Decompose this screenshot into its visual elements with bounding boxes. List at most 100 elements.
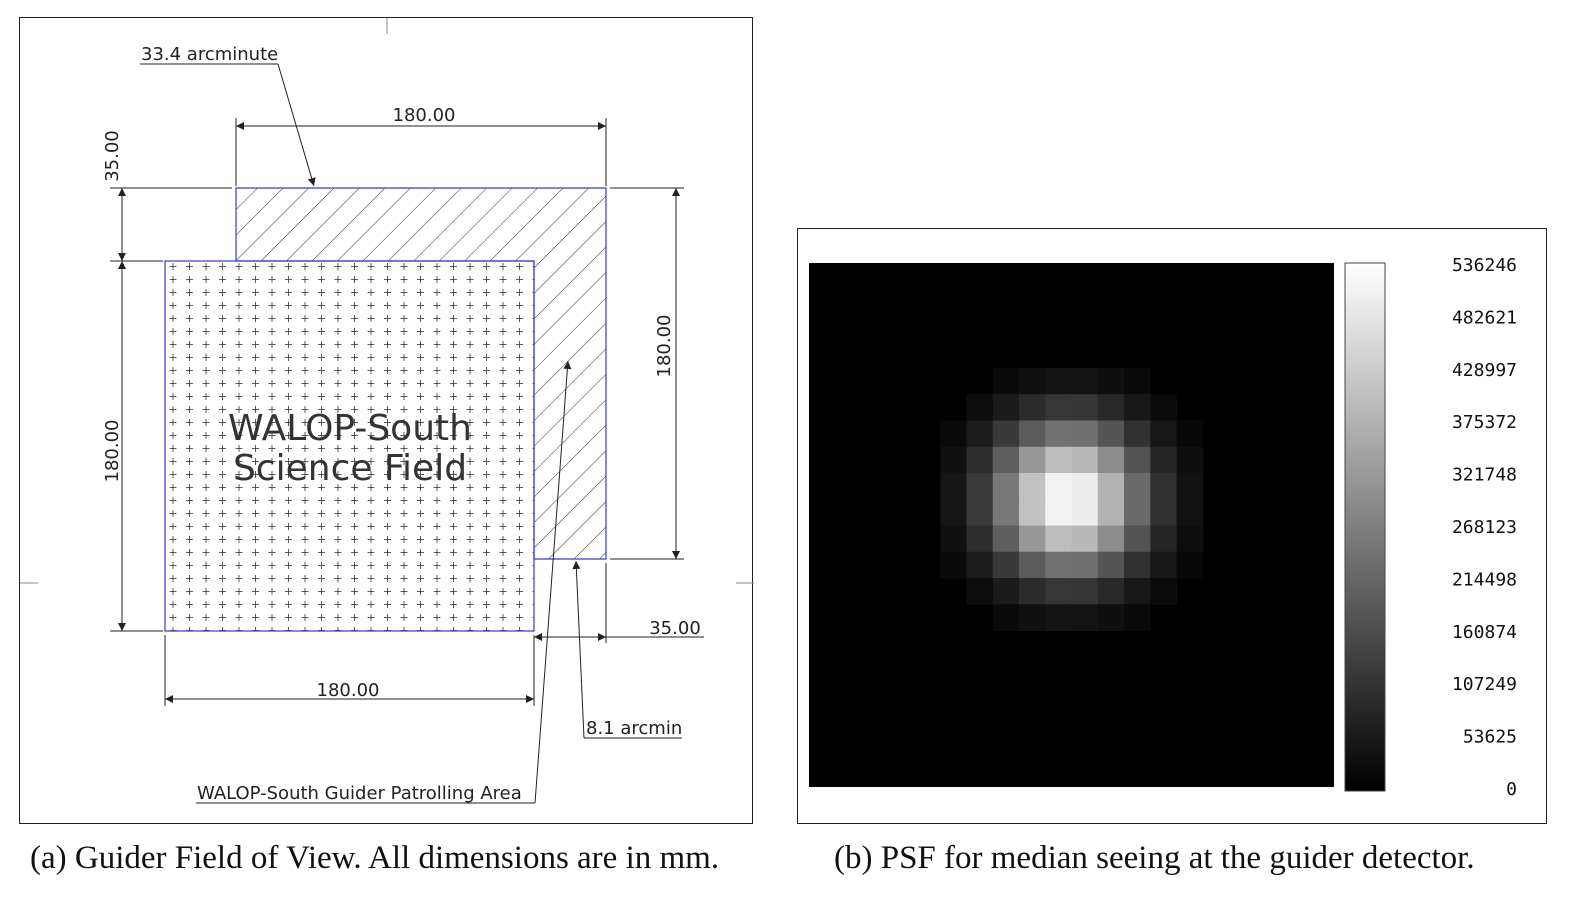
- psf-pixel: [1045, 446, 1072, 474]
- colorbar-ticks: 536246 482621 428997 375372 321748 268123 2144…: [1452, 255, 1517, 800]
- psf-pixel: [1071, 578, 1099, 605]
- colorbar: [1344, 262, 1386, 792]
- psf-pixel: [1045, 604, 1072, 631]
- psf-pixel: [1097, 394, 1125, 421]
- colorbar-tick-label: 428997: [1452, 360, 1517, 381]
- psf-pixel: [1097, 551, 1125, 579]
- psf-pixel: [1097, 368, 1125, 395]
- psf-pixel: [1071, 473, 1099, 500]
- psf-pixel: [1097, 420, 1125, 448]
- science-field-subtitle: Science Field: [233, 448, 467, 489]
- psf-pixel: [992, 368, 1020, 395]
- psf-pixel: [1176, 551, 1204, 579]
- psf-pixel: [1097, 525, 1125, 553]
- psf-pixel: [1150, 551, 1177, 579]
- psf-pixel: [1097, 446, 1125, 474]
- psf-pixel: [1045, 420, 1072, 448]
- psf-pixel: [966, 473, 994, 500]
- psf-pixel: [966, 525, 994, 553]
- guider-fov-drawing: WALOP-South Science Field 180.00 35.00 1…: [20, 18, 754, 804]
- psf-pixel: [1176, 499, 1204, 526]
- psf-pixel: [1019, 499, 1046, 526]
- psf-pixel: [1071, 394, 1099, 421]
- psf-pixel: [1071, 525, 1099, 553]
- psf-pixel: [1019, 446, 1046, 474]
- psf-pixel: [1150, 446, 1177, 474]
- psf-pixel: [1176, 446, 1204, 474]
- psf-pixel: [1150, 420, 1177, 448]
- psf-pixel: [1071, 420, 1099, 448]
- psf-figure: 536246 482621 428997 375372 321748 268123 2144…: [809, 255, 1517, 800]
- psf-pixel: [992, 604, 1020, 631]
- psf-pixel: [992, 578, 1020, 605]
- psf-pixel: [1019, 525, 1046, 553]
- psf-pixel: [1071, 499, 1099, 526]
- psf-pixels: [940, 368, 1204, 631]
- psf-pixel: [1019, 604, 1046, 631]
- colorbar-tick-label: 160874: [1452, 622, 1517, 643]
- colorbar-tick-label: 53625: [1463, 727, 1517, 748]
- psf-pixel: [1150, 578, 1177, 605]
- psf-pixel: [1150, 525, 1177, 553]
- psf-pixel: [992, 551, 1020, 579]
- dim-left-height: 180.00: [102, 420, 123, 483]
- psf-pixel: [966, 578, 994, 605]
- psf-pixel: [1097, 578, 1125, 605]
- psf-pixel: [1097, 499, 1125, 526]
- psf-pixel: [1124, 578, 1151, 605]
- psf-pixel: [1150, 499, 1177, 526]
- psf-pixel: [940, 473, 967, 500]
- psf-pixel: [1071, 604, 1099, 631]
- psf-pixel: [1124, 368, 1151, 395]
- caption-b: (b) PSF for median seeing at the guider …: [834, 840, 1475, 876]
- dim-right-height: 180.00: [654, 315, 675, 378]
- science-field: [164, 260, 535, 632]
- psf-pixel: [940, 551, 967, 579]
- psf-pixel: [1097, 473, 1125, 500]
- psf-pixel: [1045, 499, 1072, 526]
- psf-pixel: [940, 420, 967, 448]
- colorbar-tick-label: 107249: [1452, 674, 1517, 695]
- label-arcminute: 33.4 arcminute: [141, 44, 278, 65]
- psf-pixel: [1176, 420, 1204, 448]
- dim-top-height: 35.00: [102, 130, 123, 182]
- psf-pixel: [1071, 368, 1099, 395]
- psf-pixel: [1124, 473, 1151, 500]
- psf-pixel: [966, 446, 994, 474]
- psf-pixel: [1176, 525, 1204, 553]
- psf-pixel: [1019, 473, 1046, 500]
- psf-pixel: [1124, 499, 1151, 526]
- psf-pixel: [1150, 473, 1177, 500]
- psf-pixel: [1097, 604, 1125, 631]
- caption-a: (a) Guider Field of View. All dimensions…: [30, 840, 720, 876]
- psf-pixel: [1019, 368, 1046, 395]
- psf-pixel: [1019, 420, 1046, 448]
- psf-pixel: [1124, 446, 1151, 474]
- psf-pixel: [1124, 394, 1151, 421]
- psf-pixel: [1045, 394, 1072, 421]
- psf-pixel: [992, 473, 1020, 500]
- psf-pixel: [1124, 551, 1151, 579]
- colorbar-tick-label: 536246: [1452, 255, 1517, 276]
- psf-pixel: [992, 394, 1020, 421]
- label-arcmin: 8.1 arcmin: [586, 718, 682, 739]
- psf-pixel: [1019, 578, 1046, 605]
- psf-pixel: [992, 446, 1020, 474]
- psf-pixel: [940, 499, 967, 526]
- psf-pixel: [1019, 551, 1046, 579]
- psf-pixel: [992, 420, 1020, 448]
- psf-pixel: [1176, 473, 1204, 500]
- psf-pixel: [992, 525, 1020, 553]
- colorbar-tick-label: 482621: [1452, 307, 1517, 328]
- psf-pixel: [940, 446, 967, 474]
- guider-fov-panel: WALOP-South Science Field 180.00 35.00 1…: [19, 17, 754, 824]
- psf-pixel: [966, 420, 994, 448]
- psf-pixel: [1019, 394, 1046, 421]
- psf-pixel: [1045, 551, 1072, 579]
- label-patrol-area: WALOP-South Guider Patrolling Area: [197, 783, 522, 804]
- psf-pixel: [1045, 473, 1072, 500]
- colorbar-tick-label: 375372: [1452, 412, 1517, 433]
- psf-pixel: [1045, 368, 1072, 395]
- colorbar-tick-label: 321748: [1452, 465, 1517, 486]
- colorbar-tick-label: 0: [1506, 779, 1517, 800]
